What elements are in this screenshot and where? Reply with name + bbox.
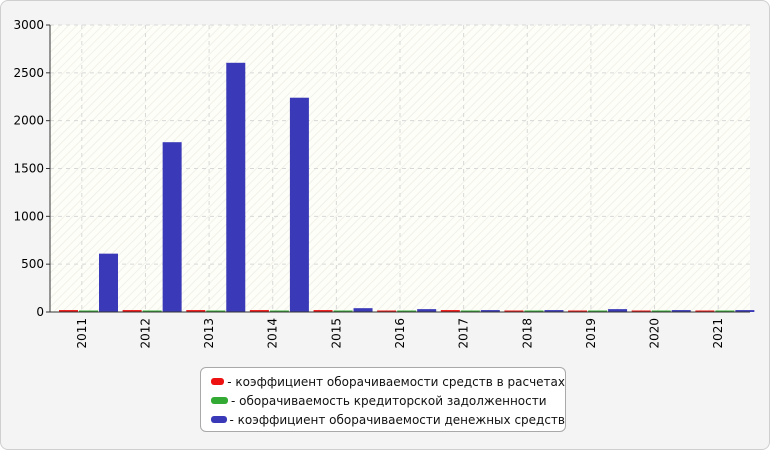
bar — [99, 253, 118, 312]
legend-swatch-red — [211, 378, 225, 385]
bar — [249, 310, 269, 312]
bar — [504, 310, 524, 312]
bar — [122, 310, 142, 312]
bar — [289, 97, 309, 312]
bar — [226, 62, 246, 313]
y-tick-label: 2000 — [13, 114, 44, 128]
bar — [417, 309, 437, 312]
legend-label: - оборачиваемость кредиторской задолженн… — [231, 393, 547, 408]
bar — [59, 310, 78, 312]
bar — [735, 310, 755, 312]
bar — [186, 310, 206, 312]
bar — [651, 310, 671, 312]
bar — [79, 310, 98, 312]
bar — [671, 310, 691, 312]
legend-swatch-blue — [211, 416, 227, 423]
bar — [333, 310, 353, 312]
bar — [608, 309, 628, 312]
y-tick-label: 3000 — [13, 18, 44, 32]
legend-item: - коэффициент оборачиваемости средств в … — [211, 372, 565, 391]
y-tick-label: 0 — [36, 305, 44, 319]
y-tick-label: 500 — [21, 257, 44, 271]
bar — [377, 310, 397, 312]
bar — [568, 310, 588, 312]
x-tick-label: 2013 — [202, 318, 216, 349]
bar — [162, 142, 182, 312]
bar — [142, 310, 162, 312]
bar — [269, 310, 289, 312]
legend-label: - коэффициент оборачиваемости денежных с… — [229, 412, 566, 427]
bar — [460, 310, 480, 312]
x-tick-label: 2018 — [520, 318, 534, 349]
bar-chart: 0 500 1000 1500 2000 2500 3000 2011 2012 2013 201… — [13, 18, 755, 349]
legend-swatch-green — [211, 397, 228, 404]
x-tick-label: 2015 — [329, 318, 343, 349]
bar — [715, 310, 735, 312]
legend-label: - коэффициент оборачиваемости средств в … — [227, 374, 565, 389]
bar — [544, 310, 564, 312]
y-tick-label: 1000 — [13, 209, 44, 223]
bar — [480, 310, 500, 312]
bar — [313, 310, 333, 312]
x-tick-label: 2016 — [393, 318, 407, 349]
x-tick-label: 2011 — [75, 318, 89, 349]
bar — [440, 310, 460, 312]
bar — [353, 308, 373, 312]
x-tick-label: 2014 — [266, 318, 280, 349]
x-tick-label: 2019 — [584, 318, 598, 349]
x-tick-label: 2021 — [711, 318, 725, 349]
bar — [588, 310, 608, 312]
bar — [631, 310, 651, 312]
legend-item: - коэффициент оборачиваемости денежных с… — [211, 410, 565, 429]
bar — [695, 310, 715, 312]
y-tick-label: 1500 — [13, 162, 44, 176]
x-tick-label: 2012 — [138, 318, 152, 349]
legend-item: - оборачиваемость кредиторской задолженн… — [211, 391, 565, 410]
bar — [397, 310, 417, 312]
chart-legend: - коэффициент оборачиваемости средств в … — [200, 367, 566, 432]
x-tick-label: 2020 — [648, 318, 662, 349]
bar — [524, 310, 544, 312]
y-tick-label: 2500 — [13, 66, 44, 80]
x-tick-label: 2017 — [457, 318, 471, 349]
bar — [206, 310, 226, 312]
